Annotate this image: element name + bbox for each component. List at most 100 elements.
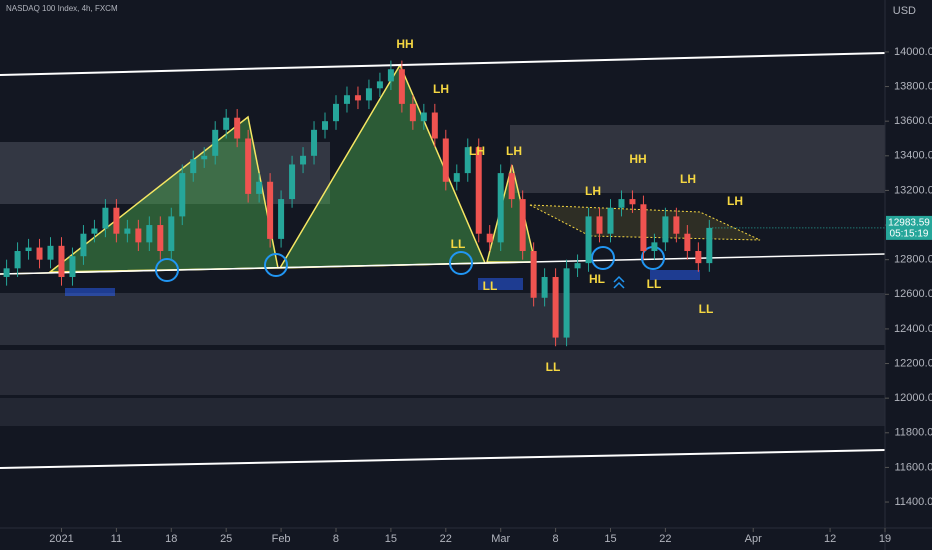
x-tick-label: Apr [745, 533, 762, 545]
candle-body [234, 117, 241, 139]
candle-body [343, 95, 350, 104]
y-tick-label: 11400.00 [894, 496, 932, 508]
candle-body [201, 155, 208, 160]
candle-body [530, 251, 537, 298]
drawings [0, 52, 886, 469]
candle-body [289, 164, 296, 200]
x-tick-label: 15 [604, 533, 616, 545]
last-price-box [886, 215, 932, 240]
candle-body [47, 245, 54, 260]
candle-body [245, 138, 252, 194]
candle-body [673, 216, 680, 234]
candle-body [58, 245, 65, 277]
candle-body [300, 155, 307, 165]
candle-body [519, 199, 526, 252]
countdown: 05:15:19 [890, 229, 929, 240]
candle-body [212, 129, 219, 156]
candle-body [695, 251, 702, 264]
candle-body [91, 228, 98, 234]
candle-body [322, 121, 329, 130]
candle-body [486, 233, 493, 243]
candle-body [574, 263, 581, 269]
candle-body [223, 117, 230, 130]
candle-body [387, 69, 394, 82]
annotation: LH [506, 144, 522, 158]
candle-body [398, 69, 405, 104]
annotation: LL [647, 277, 662, 291]
marker [449, 251, 473, 275]
channel-line [0, 449, 886, 469]
y-tick-label: 11800.00 [894, 427, 932, 439]
candle-body [36, 247, 43, 260]
candle-body [662, 216, 669, 243]
annotation: HH [396, 37, 413, 51]
x-tick-label: 15 [385, 533, 397, 545]
candle-body [168, 216, 175, 252]
candle-body [442, 138, 449, 182]
x-tick-label: 11 [111, 533, 122, 545]
x-tick-label: Feb [272, 533, 291, 545]
candle-body [14, 251, 21, 269]
annotation: HL [589, 272, 605, 286]
candle-body [651, 242, 658, 252]
candle-body [376, 81, 383, 89]
zone [65, 288, 115, 296]
y-tick-label: 11600.00 [894, 461, 932, 473]
y-tick-label: 12400.00 [894, 323, 932, 335]
candle-body [113, 207, 120, 234]
candle-body [596, 216, 603, 234]
annotation: LL [451, 237, 466, 251]
candle-body [332, 103, 339, 122]
y-tick-label: 12600.00 [894, 288, 932, 300]
y-tick-label: 12000.00 [894, 392, 932, 404]
candle-body [354, 95, 361, 101]
annotation: LH [469, 144, 485, 158]
candle-body [267, 181, 274, 239]
candle-body [69, 256, 76, 277]
x-tick-label: Mar [491, 533, 510, 545]
y-unit: USD [893, 5, 916, 17]
y-tick-label: 12200.00 [894, 357, 932, 369]
channel-line [0, 253, 886, 275]
last-price-label: 12983.59 [888, 218, 930, 229]
candle-body [25, 247, 32, 252]
x-tick-label: 12 [824, 533, 836, 545]
annotation: LH [727, 194, 743, 208]
marker [155, 258, 179, 282]
zone [650, 270, 700, 280]
candle-body [640, 204, 647, 252]
arrow [613, 275, 625, 289]
annotation: LL [546, 360, 561, 374]
candle-body [629, 199, 636, 205]
zone [510, 125, 885, 193]
candle-body [541, 276, 548, 298]
x-tick-label: 8 [553, 533, 559, 545]
candle-body [190, 159, 197, 174]
channel-line [0, 52, 886, 76]
zone [0, 350, 885, 395]
marker [591, 246, 615, 270]
x-tick-label: 18 [165, 533, 177, 545]
candle-body [607, 207, 614, 234]
x-tick-label: 2021 [49, 533, 73, 545]
candle-body [102, 207, 109, 229]
x-tick-label: 19 [879, 533, 891, 545]
candle-body [453, 173, 460, 182]
candle-body [475, 147, 482, 234]
candle-body [706, 227, 713, 264]
annotation: LH [433, 82, 449, 96]
x-tick-label: 25 [220, 533, 232, 545]
candle-body [179, 173, 186, 217]
candle-body [80, 233, 87, 257]
annotation: HH [629, 152, 646, 166]
candle-body [420, 112, 427, 122]
zone [0, 142, 330, 204]
candle-body [409, 103, 416, 122]
marker [264, 253, 288, 277]
candle-body [3, 268, 10, 277]
candle-body [508, 173, 515, 200]
y-tick-label: 12800.00 [894, 254, 932, 266]
y-tick-label: 13600.00 [894, 115, 932, 127]
x-tick-label: 8 [333, 533, 339, 545]
x-tick-label: 22 [440, 533, 452, 545]
